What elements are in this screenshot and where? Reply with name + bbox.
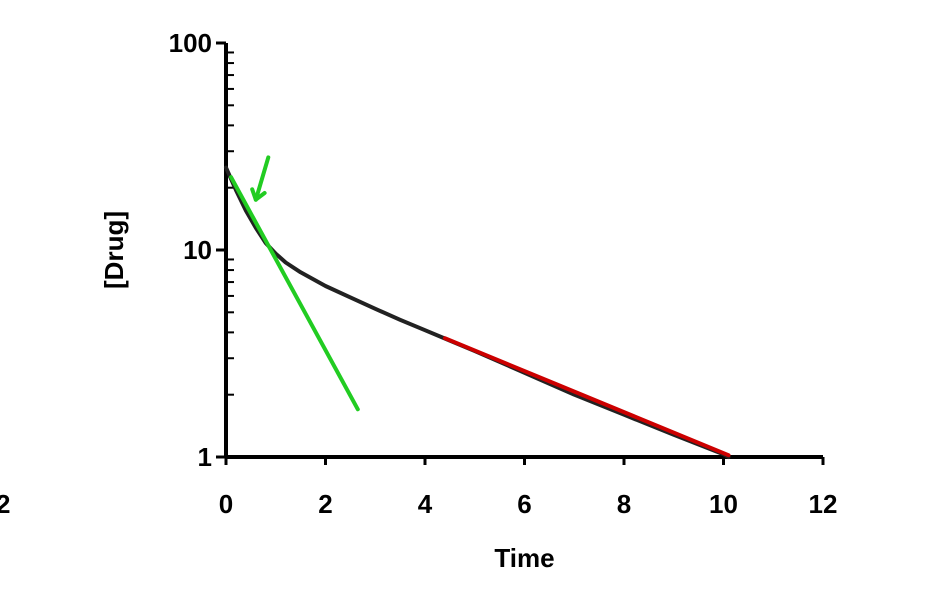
x-tick-label: 2 (318, 489, 332, 519)
y-tick-label: 100 (169, 28, 212, 58)
x-tick-label: 4 (418, 489, 433, 519)
x-tick-label: 8 (617, 489, 631, 519)
plot-area (224, 155, 731, 459)
x-tick-label: 12 (809, 489, 838, 519)
x-tick-label: 0 (219, 489, 233, 519)
y-axis-title: [Drug] (99, 211, 129, 289)
alpha-phase-line (229, 175, 360, 412)
labels: 0 2 4 6 8 10 12 1 10 100 Time [Drug] 2 (0, 28, 837, 573)
y-tick-label: 1 (198, 442, 212, 472)
clipped-tick-label: 2 (0, 489, 10, 519)
axes (216, 41, 825, 465)
y-tick-label: 10 (183, 235, 212, 265)
x-tick-label: 6 (517, 489, 531, 519)
annotation-arrow-shaft (253, 155, 271, 202)
annotation-arrow-head (250, 187, 267, 202)
x-axis-title: Time (494, 543, 554, 573)
beta-phase-line (442, 336, 731, 458)
concentration-curve (224, 165, 731, 459)
x-tick-label: 10 (709, 489, 738, 519)
